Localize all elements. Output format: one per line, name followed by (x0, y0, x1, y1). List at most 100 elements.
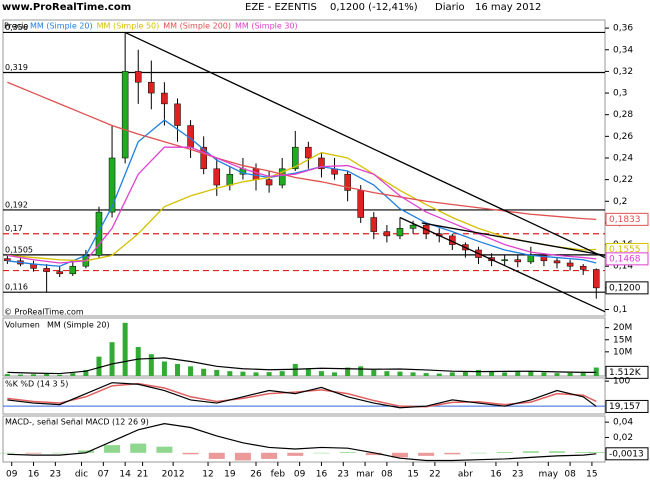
macd-histogram (208, 452, 225, 459)
volume-bar (148, 354, 154, 376)
volume-bar (4, 374, 10, 376)
level-label: 0,116 (5, 283, 28, 292)
candle-body (252, 168, 260, 180)
x-tick-label: abr (458, 470, 473, 480)
macd-histogram (51, 452, 68, 454)
macd-histogram (130, 443, 147, 453)
x-tick-label: 09 (294, 470, 306, 480)
y-tick-label: 0,04 (613, 418, 633, 428)
panel-title: MM (Simple 20) (47, 321, 110, 330)
ma-line (7, 146, 597, 264)
volume-bar (240, 371, 246, 376)
volume-bar (122, 322, 128, 376)
symbol: EZE - EZENTIS (245, 2, 317, 13)
volume-bar (214, 369, 220, 376)
legend-item: MM (Simple 20) (30, 22, 93, 31)
candle-body (148, 81, 155, 94)
candle-body (553, 260, 561, 264)
volume-bar (436, 373, 442, 376)
macd-line (7, 423, 597, 462)
candle-body (265, 179, 273, 186)
candle-body (527, 255, 535, 263)
volume-bar (593, 367, 599, 376)
stoch-k (7, 382, 597, 409)
candle-body (43, 268, 50, 272)
volume-bar (188, 366, 194, 376)
last-value-label: 0,1468 (609, 254, 641, 264)
legend-item: MM (Simple 30) (235, 22, 298, 31)
last-value-box (605, 212, 649, 226)
volume-bar (44, 373, 50, 376)
x-tick-label: 21 (137, 470, 148, 480)
y-tick-label: 0,02 (613, 433, 633, 443)
last-value-label: 1.512K (609, 368, 642, 378)
panel-frame (2, 415, 606, 463)
trendline (124, 31, 606, 259)
volume-bar (541, 372, 547, 376)
y-tick-label: 10M (613, 347, 632, 357)
x-tick-label: 08 (564, 470, 576, 480)
last-value-label: 0,1200 (609, 283, 641, 293)
macd-histogram (182, 452, 199, 455)
volume-bar (345, 367, 351, 376)
y-tick-label: 0,14 (613, 262, 633, 272)
candle-body (69, 265, 77, 275)
y-tick-label: 0,36 (613, 24, 633, 34)
volume-bar (423, 373, 429, 376)
x-tick-label: 23 (512, 470, 523, 480)
level-label: 0,192 (5, 200, 28, 209)
volume-bar (31, 374, 37, 376)
candle-body (344, 173, 351, 191)
macd-histogram (0, 452, 16, 454)
panel-frame (2, 317, 606, 377)
x-tick-label: 19 (224, 470, 236, 480)
candle-body (305, 146, 312, 159)
macd-histogram (104, 445, 121, 453)
macd-histogram (261, 452, 278, 459)
macd-histogram (418, 452, 435, 456)
volume-bar (397, 371, 403, 376)
last-value-label: 0,1555 (609, 245, 641, 255)
candle-body (409, 224, 417, 229)
macd-histogram (339, 452, 356, 453)
y-tick-label: 0,34 (613, 45, 633, 55)
panel-title: Volumen (5, 321, 40, 330)
volume-bar (515, 370, 521, 376)
candle-body (579, 265, 587, 270)
candle-body (95, 211, 103, 256)
candle-body (396, 228, 404, 237)
volume-bar (489, 371, 495, 376)
x-tick-label: 15 (407, 470, 418, 480)
macd-histogram (365, 452, 382, 456)
volume-bar (266, 372, 272, 376)
candle-body (318, 157, 325, 170)
volume-bar (227, 371, 233, 376)
macd-histogram (25, 452, 42, 454)
volume-bar (17, 374, 23, 376)
candle-body (593, 269, 600, 289)
macd-histogram (77, 450, 94, 453)
volume-bar (580, 371, 586, 376)
y-tick-label: 0,32 (613, 67, 633, 77)
site: www.ProRealTime.com (2, 2, 131, 13)
macd-histogram (156, 446, 173, 453)
volume-bar (70, 373, 76, 376)
panel-title: %K %D (14 3 5) (5, 380, 68, 389)
x-tick-label: 12 (202, 470, 213, 480)
x-tick-label: 2012 (162, 470, 185, 480)
panel-frame (2, 377, 606, 415)
copyright: © ProRealTime.com (4, 308, 84, 317)
x-tick-label: 15 (586, 470, 597, 480)
last-value-label: -0,0013 (609, 449, 644, 459)
ma-line (7, 81, 597, 221)
volume-bar (109, 342, 115, 376)
volume-bar (528, 371, 534, 376)
candle-body (278, 168, 286, 186)
y-tick-label: 100 (613, 377, 630, 387)
x-tick-label: 16 (316, 470, 328, 480)
macd-histogram (549, 451, 566, 453)
x-tick-label: may (538, 470, 558, 480)
candle-body (540, 255, 548, 262)
period: Diario (435, 2, 465, 13)
candle-body (566, 262, 574, 267)
